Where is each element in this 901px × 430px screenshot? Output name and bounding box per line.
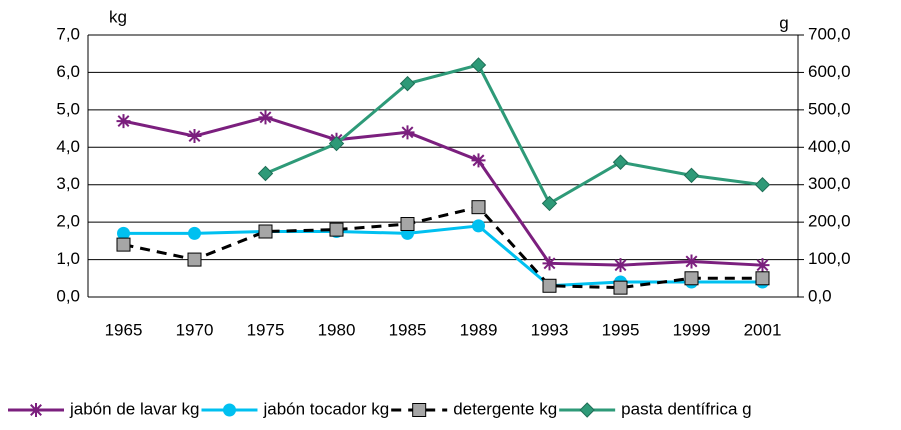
series-line: [123, 205, 763, 290]
legend-label: jabón de lavar kg: [69, 399, 199, 418]
marker: [328, 135, 345, 152]
marker: [117, 226, 130, 240]
y2-tick-label: 300,0: [808, 174, 851, 193]
marker: [187, 129, 202, 144]
marker: [257, 165, 274, 182]
y2-tick-label: 700,0: [808, 24, 851, 43]
legend-label: jabón tocador kg: [262, 399, 389, 418]
x-tick-label: 2001: [744, 320, 782, 339]
marker: [542, 278, 557, 293]
marker: [541, 195, 558, 212]
marker: [755, 271, 770, 286]
x-tick-label: 1970: [176, 320, 214, 339]
y2-tick-label: 200,0: [808, 212, 851, 231]
marker: [612, 154, 629, 170]
y-tick-label: 5,0: [56, 99, 80, 118]
y-tick-label: 7,0: [56, 24, 80, 43]
marker: [471, 153, 486, 168]
x-tick-label: 1989: [460, 320, 498, 339]
marker: [116, 237, 131, 252]
y-tick-label: 6,0: [56, 62, 80, 81]
y2-unit: g: [779, 13, 788, 32]
marker: [579, 402, 595, 418]
marker: [684, 254, 699, 269]
y-tick-label: 4,0: [56, 137, 80, 156]
x-tick-label: 1975: [247, 320, 285, 339]
y2-tick-label: 400,0: [808, 137, 851, 156]
y-tick-label: 3,0: [56, 174, 80, 193]
series-line: [123, 224, 763, 288]
series-line: [123, 115, 763, 267]
x-tick-label: 1985: [389, 320, 427, 339]
marker: [684, 271, 699, 286]
marker: [683, 167, 700, 184]
y-tick-label: 1,0: [56, 249, 80, 268]
marker: [29, 403, 43, 417]
x-tick-label: 1980: [318, 320, 356, 339]
x-tick-label: 1965: [105, 320, 143, 339]
marker: [400, 125, 415, 140]
marker: [472, 219, 485, 233]
marker: [613, 258, 628, 273]
marker: [116, 114, 131, 129]
marker: [613, 280, 628, 295]
y2-tick-label: 0,0: [808, 286, 832, 305]
x-tick-label: 1993: [531, 320, 569, 339]
y2-tick-label: 500,0: [808, 99, 851, 118]
marker: [471, 200, 486, 215]
marker: [755, 258, 770, 273]
y2-tick-label: 100,0: [808, 249, 851, 268]
marker: [412, 403, 427, 417]
marker: [754, 177, 771, 193]
marker: [470, 57, 487, 73]
y-unit: kg: [109, 7, 127, 26]
marker: [399, 75, 416, 92]
y2-tick-label: 600,0: [808, 62, 851, 81]
y-tick-label: 0,0: [56, 286, 80, 305]
legend-label: pasta dentífrica g: [621, 399, 751, 418]
marker: [187, 252, 202, 267]
y-tick-label: 2,0: [56, 212, 80, 231]
marker: [222, 403, 236, 417]
marker: [258, 224, 273, 239]
legend-label: detergente kg: [453, 399, 557, 418]
x-tick-label: 1995: [602, 320, 640, 339]
marker: [188, 226, 201, 240]
series-line: [264, 63, 763, 206]
x-tick-label: 1999: [673, 320, 711, 339]
marker: [542, 256, 557, 271]
marker: [329, 222, 344, 237]
marker: [400, 217, 415, 232]
marker: [258, 110, 273, 125]
